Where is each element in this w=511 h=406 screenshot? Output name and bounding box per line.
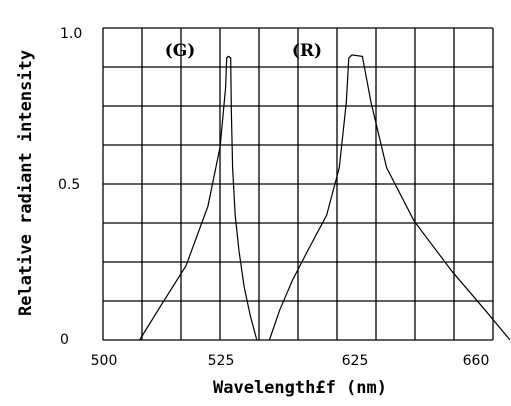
x-tick-label: 660 bbox=[463, 353, 490, 369]
x-tick-label: 625 bbox=[342, 353, 369, 369]
x-tick-label: 500 bbox=[91, 353, 118, 369]
y-tick-label: 0.5 bbox=[58, 177, 80, 193]
annotation-green: (G) bbox=[165, 41, 196, 61]
annotation-red: (R) bbox=[292, 41, 322, 61]
series-line-red bbox=[268, 54, 511, 341]
grid bbox=[102, 27, 494, 341]
x-tick-label: 525 bbox=[208, 353, 235, 369]
y-tick-label: 0 bbox=[60, 332, 69, 348]
x-axis-label: Wavelength£f (nm) bbox=[213, 378, 387, 398]
y-tick-label: 1.0 bbox=[60, 26, 82, 42]
y-axis-label: Relative radiant intensity bbox=[16, 50, 36, 316]
series-line-green bbox=[139, 55, 258, 341]
curves bbox=[139, 54, 511, 341]
